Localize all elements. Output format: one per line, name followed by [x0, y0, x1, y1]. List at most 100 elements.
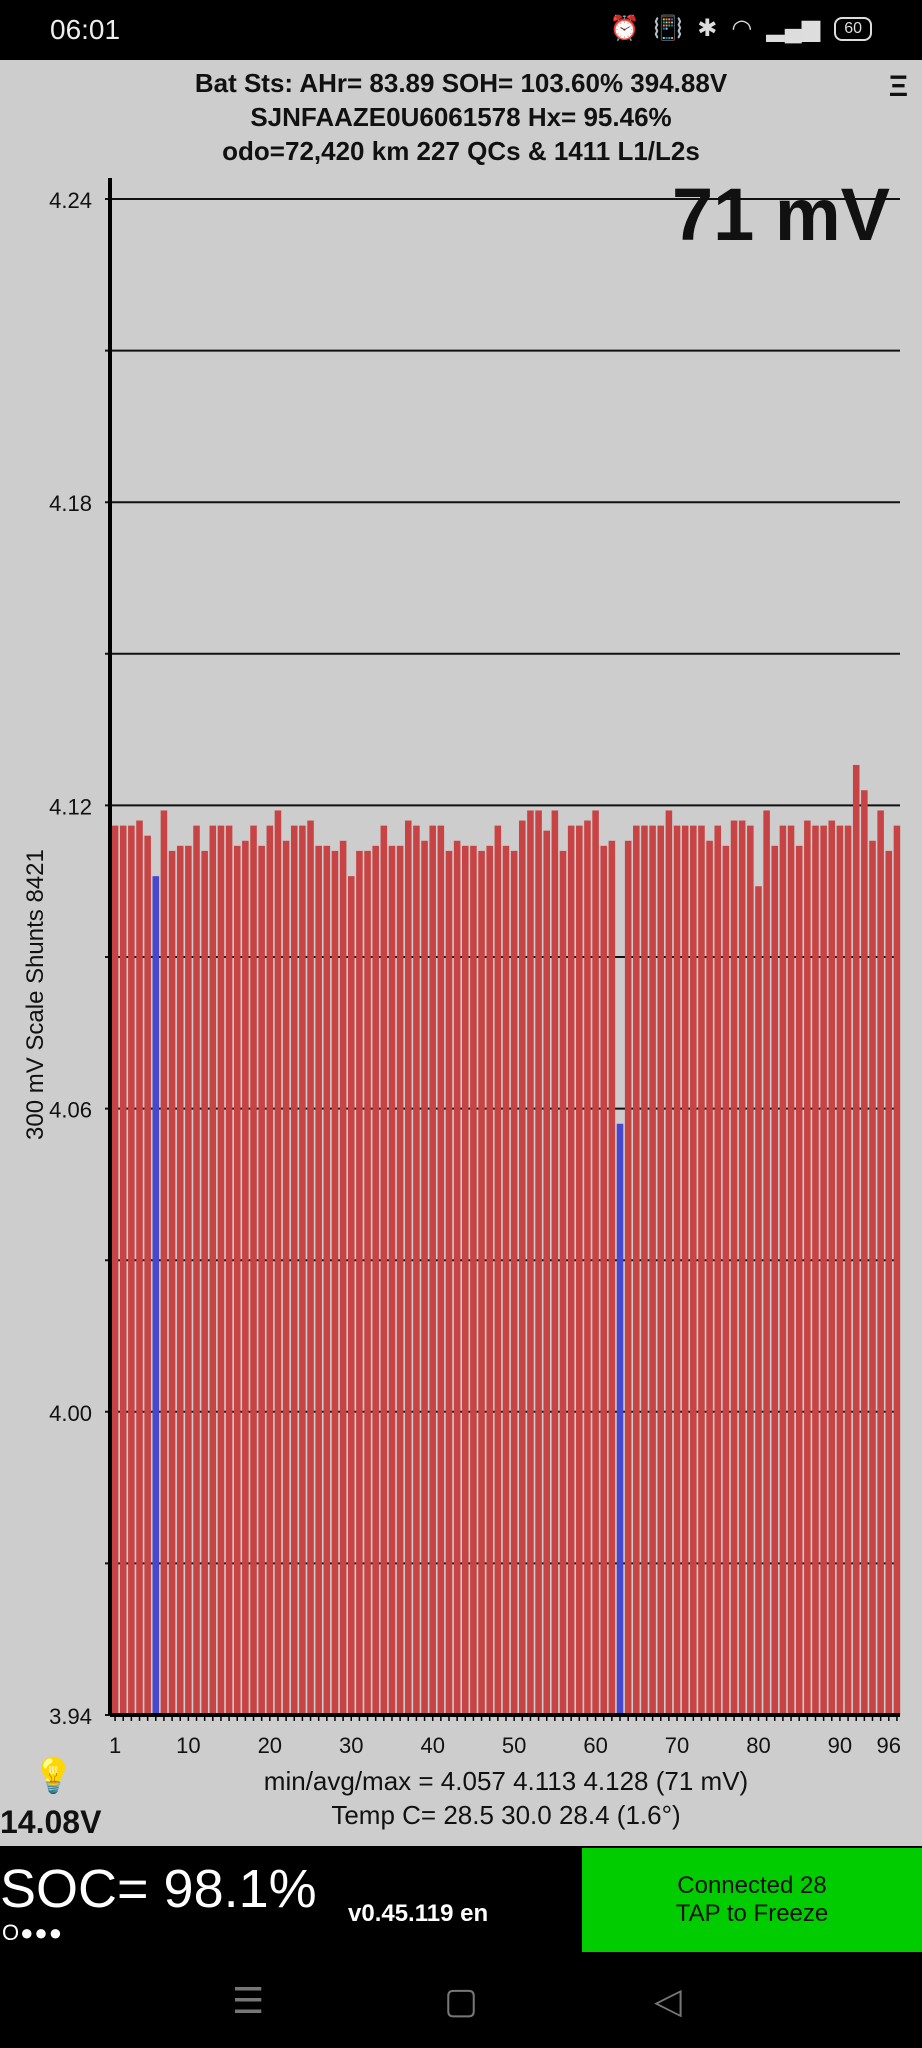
status-icons: ⏰ 📳 ✱ ◠ ▂▄▆ 60 [609, 14, 872, 43]
cell-bar [706, 840, 713, 1715]
battery-status-line: Bat Sts: AHr= 83.89 SOH= 103.60% 394.88V [194, 68, 728, 98]
cell-bar [698, 825, 705, 1715]
vibrate-icon: 📳 [653, 15, 684, 42]
cell-bar [413, 825, 420, 1715]
cell-bar [225, 825, 233, 1715]
cell-bar [681, 825, 689, 1715]
cell-bar [828, 820, 836, 1715]
cell-bar [299, 825, 306, 1715]
wifi-icon: ◠ [731, 15, 753, 42]
y-tick-label: 3.94 [49, 1704, 92, 1729]
cell-bar [738, 820, 746, 1715]
cell-bar [584, 820, 591, 1715]
cell-bar [274, 810, 282, 1715]
cell-bar [747, 825, 754, 1715]
cell-bar [168, 850, 176, 1715]
cell-bar [877, 810, 884, 1715]
lightbulb-icon[interactable]: 💡 [32, 1757, 75, 1795]
cell-bar [437, 825, 445, 1715]
cell-bar [543, 830, 550, 1715]
cell-bar [779, 825, 787, 1715]
connection-status: Connected 28 [677, 1872, 827, 1899]
cell-bar [714, 825, 722, 1715]
cell-bar [315, 845, 322, 1715]
cell-voltage-chart[interactable]: 4.24 4.18 4.12 4.06 4.00 3.94 1 10 20 30 40 50 60 70 8… [0, 60, 922, 1846]
cell-bar [478, 850, 485, 1715]
x-tick-label: 60 [583, 1733, 607, 1758]
cell-bar [519, 820, 526, 1715]
cell-bar [176, 845, 184, 1715]
signal-icon: ▂▄▆ [766, 15, 821, 42]
cell-bar [657, 825, 665, 1715]
cell-bar [771, 845, 779, 1715]
freeze-hint: TAP to Freeze [675, 1900, 829, 1927]
cell-bar-extreme [616, 1123, 624, 1715]
home-icon[interactable]: ▢ [444, 1980, 479, 2021]
x-tick-label: 80 [746, 1733, 770, 1758]
cell-bar [690, 825, 697, 1715]
cell-bar [258, 845, 265, 1715]
x-tick-label: 10 [176, 1733, 200, 1758]
x-tick-label: 50 [502, 1733, 526, 1758]
cell-bar [470, 845, 477, 1715]
x-tick-label: 70 [665, 1733, 689, 1758]
cell-bar [380, 825, 388, 1715]
cell-bar [486, 845, 493, 1715]
cell-bar [128, 825, 135, 1715]
cell-bar [347, 876, 355, 1715]
cell-bar [722, 845, 730, 1715]
cell-bar [445, 850, 453, 1715]
y-tick-label: 4.24 [49, 188, 92, 213]
cell-bar [233, 845, 241, 1715]
x-tick-label: 1 [109, 1733, 121, 1758]
cell-bar [844, 825, 852, 1715]
cell-bar [421, 840, 428, 1715]
cell-bar-extreme [152, 876, 160, 1715]
cell-bar [201, 850, 208, 1715]
x-tick-label: 96 [877, 1733, 901, 1758]
cell-bar [462, 845, 469, 1715]
cell-bar [551, 810, 559, 1715]
bottom-bar: SOC= 98.1% O●●● v0.45.119 en Connected 2… [0, 1846, 922, 1954]
cell-bar [388, 845, 396, 1715]
y-tick-label: 4.00 [49, 1401, 92, 1426]
cell-bar [559, 850, 567, 1715]
cell-bar [576, 825, 583, 1715]
cell-bar [795, 845, 803, 1715]
cell-bar [356, 850, 363, 1715]
recent-apps-icon[interactable]: ☰ [232, 1980, 265, 2021]
status-bar: 06:01 ⏰ 📳 ✱ ◠ ▂▄▆ 60 [0, 0, 922, 60]
back-icon[interactable]: ◁ [654, 1980, 682, 2021]
temperature-stats: Temp C= 28.5 30.0 28.4 (1.6°) [331, 1800, 681, 1830]
activity-dots: O●●● [2, 1920, 63, 1945]
cell-bar [787, 825, 795, 1715]
bluetooth-icon: ✱ [697, 15, 718, 42]
voltage-spread-label: 71 mV [671, 173, 890, 256]
cell-bar [600, 845, 608, 1715]
cell-bar [885, 850, 893, 1715]
cell-bar [755, 886, 762, 1715]
menu-button[interactable]: Ξ [888, 70, 908, 103]
cell-bar [820, 825, 827, 1715]
aux-battery-voltage: 14.08V [0, 1804, 102, 1840]
cell-voltage-screen[interactable]: Bat Sts: AHr= 83.89 SOH= 103.60% 394.88V… [0, 60, 922, 1846]
cell-bar [144, 835, 151, 1715]
cell-bar [763, 810, 770, 1715]
cell-bar [592, 810, 599, 1715]
cell-bar [510, 850, 518, 1715]
x-tick-label: 30 [339, 1733, 363, 1758]
cell-bar [323, 845, 331, 1715]
odometer-line: odo=72,420 km 227 QCs & 1411 L1/L2s [222, 136, 700, 166]
cell-bar [111, 825, 119, 1715]
system-nav-bar: ☰ ▢ ◁ [0, 1954, 922, 2048]
cell-bar [250, 825, 257, 1715]
cell-bar [649, 825, 656, 1715]
cell-bar [567, 825, 575, 1715]
cell-bar [665, 810, 673, 1715]
min-avg-max-stats: min/avg/max = 4.057 4.113 4.128 (71 mV) [263, 1766, 749, 1796]
cell-bar [633, 825, 640, 1715]
battery-icon: 60 [834, 16, 872, 41]
vin-health-line: SJNFAAZE0U6061578 Hx= 95.46% [250, 102, 672, 132]
tap-to-freeze-button[interactable]: Connected 28 TAP to Freeze [582, 1848, 922, 1952]
cell-bar [641, 825, 648, 1715]
